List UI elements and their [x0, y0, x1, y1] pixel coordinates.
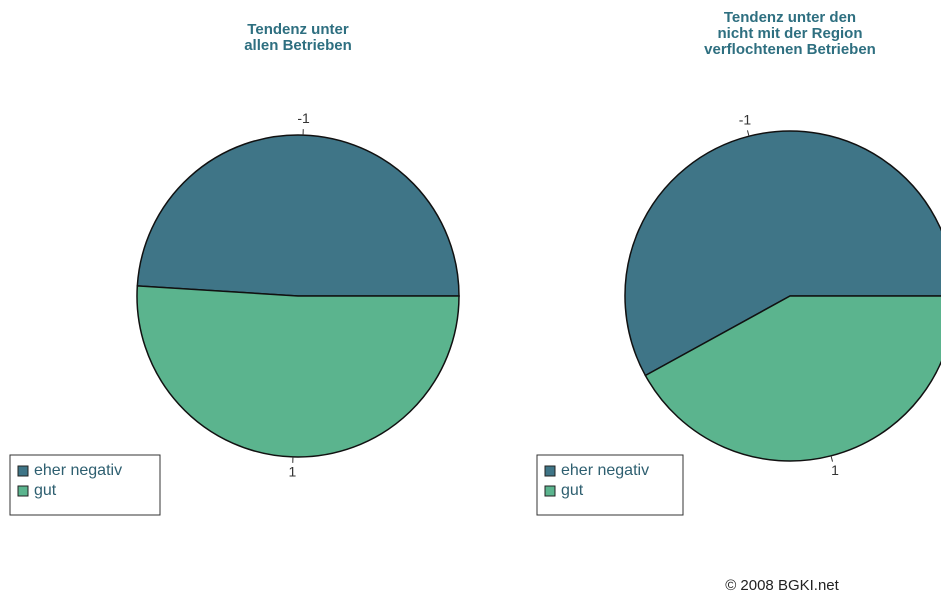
chart-title: verflochtenen Betrieben	[704, 41, 876, 58]
label-tick	[830, 455, 834, 462]
pie-slice	[624, 130, 941, 377]
slice-label: -1	[739, 111, 752, 127]
legend-box	[536, 454, 684, 516]
pie-slice	[136, 134, 460, 297]
footer: © 2008 BGKI.net	[725, 577, 839, 594]
legend-swatch	[544, 485, 556, 497]
legend-swatch	[17, 485, 29, 497]
legend-label: eher negativ	[34, 462, 122, 479]
legend-label: gut	[34, 482, 57, 499]
label-tick	[746, 130, 750, 137]
legend-swatch	[544, 465, 556, 477]
slice-label: -1	[297, 110, 310, 126]
chart-title: nicht mit der Region	[717, 25, 862, 42]
pie-slice	[644, 295, 941, 462]
chart-title: Tendenz unter den	[724, 9, 856, 26]
chart-title: allen Betrieben	[244, 37, 352, 54]
slice-label: 1	[831, 462, 839, 478]
legend-label: gut	[561, 482, 584, 499]
legend-box	[9, 454, 161, 516]
chart-title: Tendenz unter	[247, 21, 349, 38]
legend-label: eher negativ	[561, 462, 649, 479]
slice-label: 1	[289, 464, 297, 480]
pie-slice	[136, 285, 460, 458]
legend-swatch	[17, 465, 29, 477]
